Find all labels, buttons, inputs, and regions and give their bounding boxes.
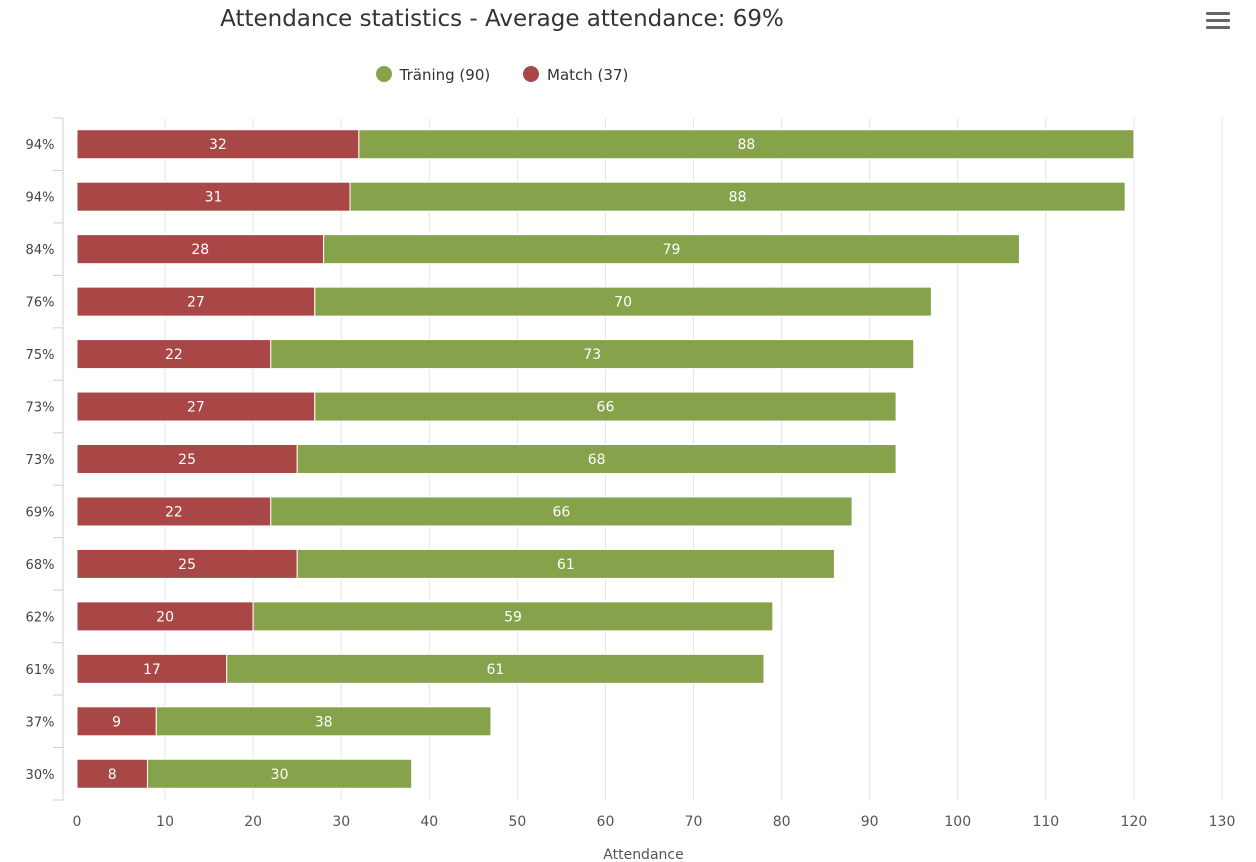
- data-label-training: 73: [583, 347, 601, 363]
- x-tick-label: 60: [597, 814, 615, 830]
- x-tick-label: 80: [773, 814, 791, 830]
- legend-item-match[interactable]: Match (37): [523, 66, 628, 84]
- data-label-training: 38: [315, 714, 333, 730]
- data-label-match: 22: [165, 504, 183, 520]
- category-label: 37%: [26, 715, 55, 730]
- legend-dot-training: [375, 66, 392, 82]
- bar-training: [270, 339, 915, 370]
- data-label-match: 27: [187, 400, 205, 416]
- data-label-training: 70: [614, 295, 632, 311]
- x-tick-label: 70: [685, 814, 703, 830]
- data-label-match: 22: [165, 347, 183, 363]
- x-tick-label: 90: [861, 814, 879, 830]
- data-label-match: 31: [205, 190, 223, 206]
- bar-match: [76, 234, 325, 265]
- legend: Träning (90) Match (37): [0, 66, 1004, 84]
- data-label-training: 30: [271, 767, 289, 783]
- category-label: 94%: [26, 191, 55, 206]
- bar-training: [270, 496, 853, 527]
- legend-label-match: Match (37): [547, 66, 629, 84]
- bar-training: [146, 758, 413, 789]
- bar-training: [314, 391, 897, 422]
- data-label-training: 66: [553, 504, 571, 520]
- data-label-training: 79: [663, 242, 681, 258]
- legend-label-training: Träning (90): [399, 66, 491, 84]
- bar-match: [76, 129, 360, 160]
- category-label: 76%: [26, 296, 55, 311]
- data-label-training: 88: [737, 137, 755, 153]
- bar-training: [323, 234, 1020, 265]
- data-label-match: 9: [112, 714, 121, 730]
- x-axis-title: Attendance: [603, 847, 683, 862]
- category-label: 69%: [26, 505, 55, 520]
- data-label-training: 59: [504, 609, 522, 625]
- x-tick-label: 120: [1121, 814, 1148, 830]
- bar-training: [296, 548, 835, 579]
- x-tick-label: 40: [420, 814, 438, 830]
- bar-match: [76, 706, 157, 737]
- data-label-match: 28: [191, 242, 209, 258]
- bar-training: [226, 653, 765, 684]
- category-label: 30%: [26, 768, 55, 783]
- chart-title: Attendance statistics - Average attendan…: [220, 6, 784, 32]
- category-label: 84%: [26, 243, 55, 258]
- data-label-match: 27: [187, 295, 205, 311]
- bar-match: [76, 653, 228, 684]
- x-tick-label: 10: [156, 814, 174, 830]
- x-tick-label: 110: [1032, 814, 1059, 830]
- data-label-training: 68: [588, 452, 606, 468]
- data-label-match: 32: [209, 137, 227, 153]
- bar-match: [76, 391, 316, 422]
- bar-match: [76, 548, 298, 579]
- hamburger-menu-icon[interactable]: [1206, 12, 1230, 34]
- data-label-training: 88: [729, 190, 747, 206]
- x-tick-label: 0: [73, 814, 82, 830]
- x-tick-label: 130: [1209, 814, 1236, 830]
- data-label-match: 20: [156, 609, 174, 625]
- category-label: 62%: [26, 610, 55, 625]
- x-tick-label: 50: [508, 814, 526, 830]
- category-label: 75%: [26, 348, 55, 363]
- data-label-training: 61: [486, 662, 504, 678]
- category-label: 61%: [26, 663, 55, 678]
- data-label-training: 66: [597, 400, 615, 416]
- bar-training: [296, 444, 897, 474]
- data-label-match: 25: [178, 557, 196, 573]
- legend-dot-match: [523, 66, 540, 82]
- data-label-match: 8: [108, 767, 117, 783]
- bar-match: [76, 601, 254, 632]
- x-tick-label: 100: [944, 814, 971, 830]
- bar-training: [358, 129, 1135, 160]
- data-label-match: 17: [143, 662, 161, 678]
- legend-item-training[interactable]: Träning (90): [375, 66, 491, 84]
- category-label: 68%: [26, 558, 55, 573]
- data-label-match: 25: [178, 452, 196, 468]
- category-label: 73%: [26, 401, 55, 416]
- bar-training: [252, 601, 774, 632]
- bar-training: [349, 181, 1126, 212]
- bar-match: [76, 181, 351, 212]
- x-tick-label: 30: [332, 814, 350, 830]
- bar-match: [76, 444, 298, 474]
- category-label: 94%: [26, 138, 55, 153]
- category-label: 73%: [26, 453, 55, 468]
- x-tick-label: 20: [244, 814, 262, 830]
- bar-training: [314, 286, 932, 317]
- data-label-training: 61: [557, 557, 575, 573]
- bar-training: [155, 706, 492, 737]
